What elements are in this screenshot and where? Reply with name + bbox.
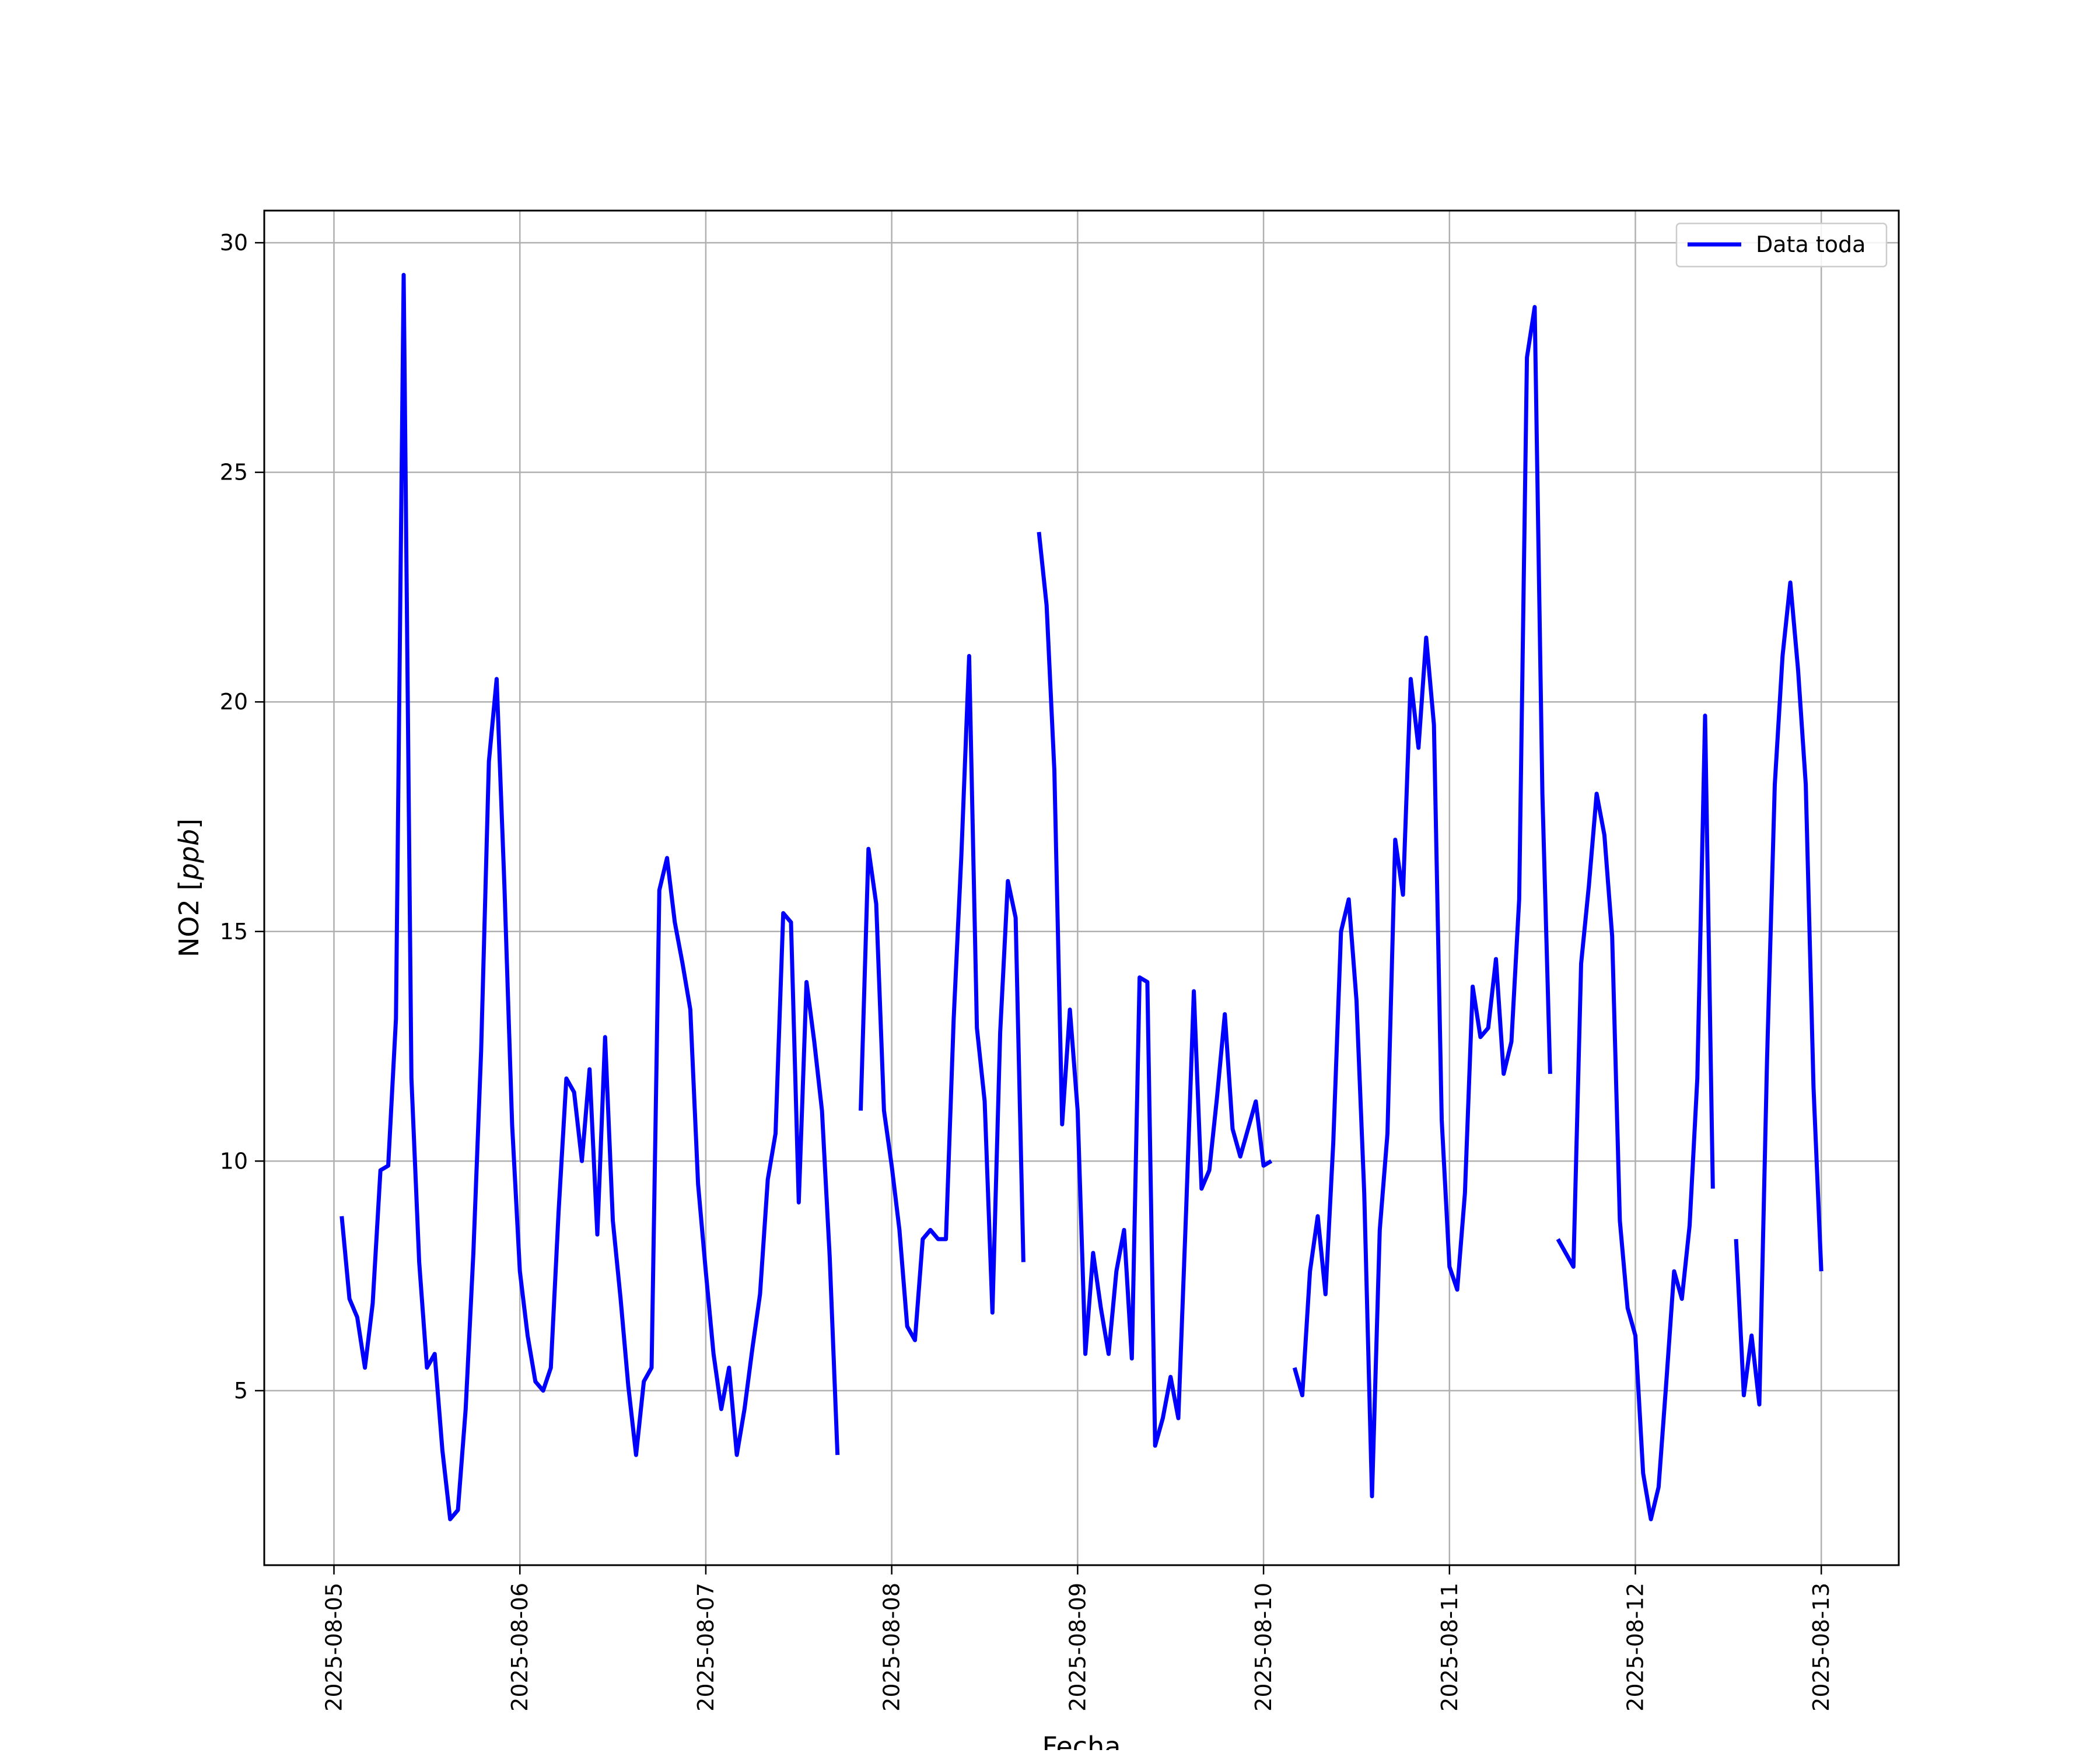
x-axis-ticks: 2025-08-05 2025-08-06 2025-08-07 2025-08-08…	[321, 1565, 1834, 1712]
x-tick-label: 2025-08-11	[1437, 1583, 1462, 1712]
x-tick-label: 2025-08-06	[507, 1583, 533, 1712]
y-axis-ticks: 5 10 15 20 25 30	[220, 230, 264, 1404]
y-tick-label: 20	[220, 689, 248, 715]
x-tick-label: 2025-08-10	[1251, 1583, 1276, 1712]
x-tick-label: 2025-08-09	[1065, 1583, 1090, 1712]
x-tick-label: 2025-08-05	[321, 1583, 347, 1712]
series-line-segment-2	[859, 654, 1026, 1342]
series-line-segment-1	[340, 272, 840, 1521]
legend-box	[1675, 222, 1888, 268]
x-tick-label: 2025-08-07	[693, 1583, 719, 1712]
y-tick-label: 5	[234, 1378, 248, 1404]
x-axis-label: Fecha	[1042, 1731, 1121, 1750]
series-layer	[340, 272, 1824, 1521]
y-axis-label-suffix: ]	[173, 818, 205, 829]
y-axis-label-prefix: NO2 [	[173, 880, 205, 957]
legend-label: Data toda	[1756, 232, 1866, 257]
plot-area-frame	[263, 209, 1900, 1566]
y-axis-label-unit: ppb	[173, 829, 205, 881]
y-tick-label: 10	[220, 1148, 248, 1174]
series-line-segment-3	[1037, 531, 1273, 1448]
x-tick-label: 2025-08-08	[879, 1583, 905, 1712]
grid-lines	[264, 211, 1899, 1565]
y-axis-label: NO2 [ppb]	[173, 818, 205, 957]
y-tick-label: 30	[220, 230, 248, 256]
y-tick-label: 25	[220, 460, 248, 485]
legend: Data toda	[1675, 222, 1888, 268]
y-tick-label: 15	[220, 919, 248, 944]
series-line-segment-4	[1292, 305, 1552, 1499]
x-tick-label: 2025-08-13	[1808, 1583, 1834, 1712]
series-line-segment-6	[1734, 580, 1824, 1406]
series-line-segment-5	[1556, 713, 1715, 1521]
x-tick-label: 2025-08-12	[1622, 1583, 1648, 1712]
